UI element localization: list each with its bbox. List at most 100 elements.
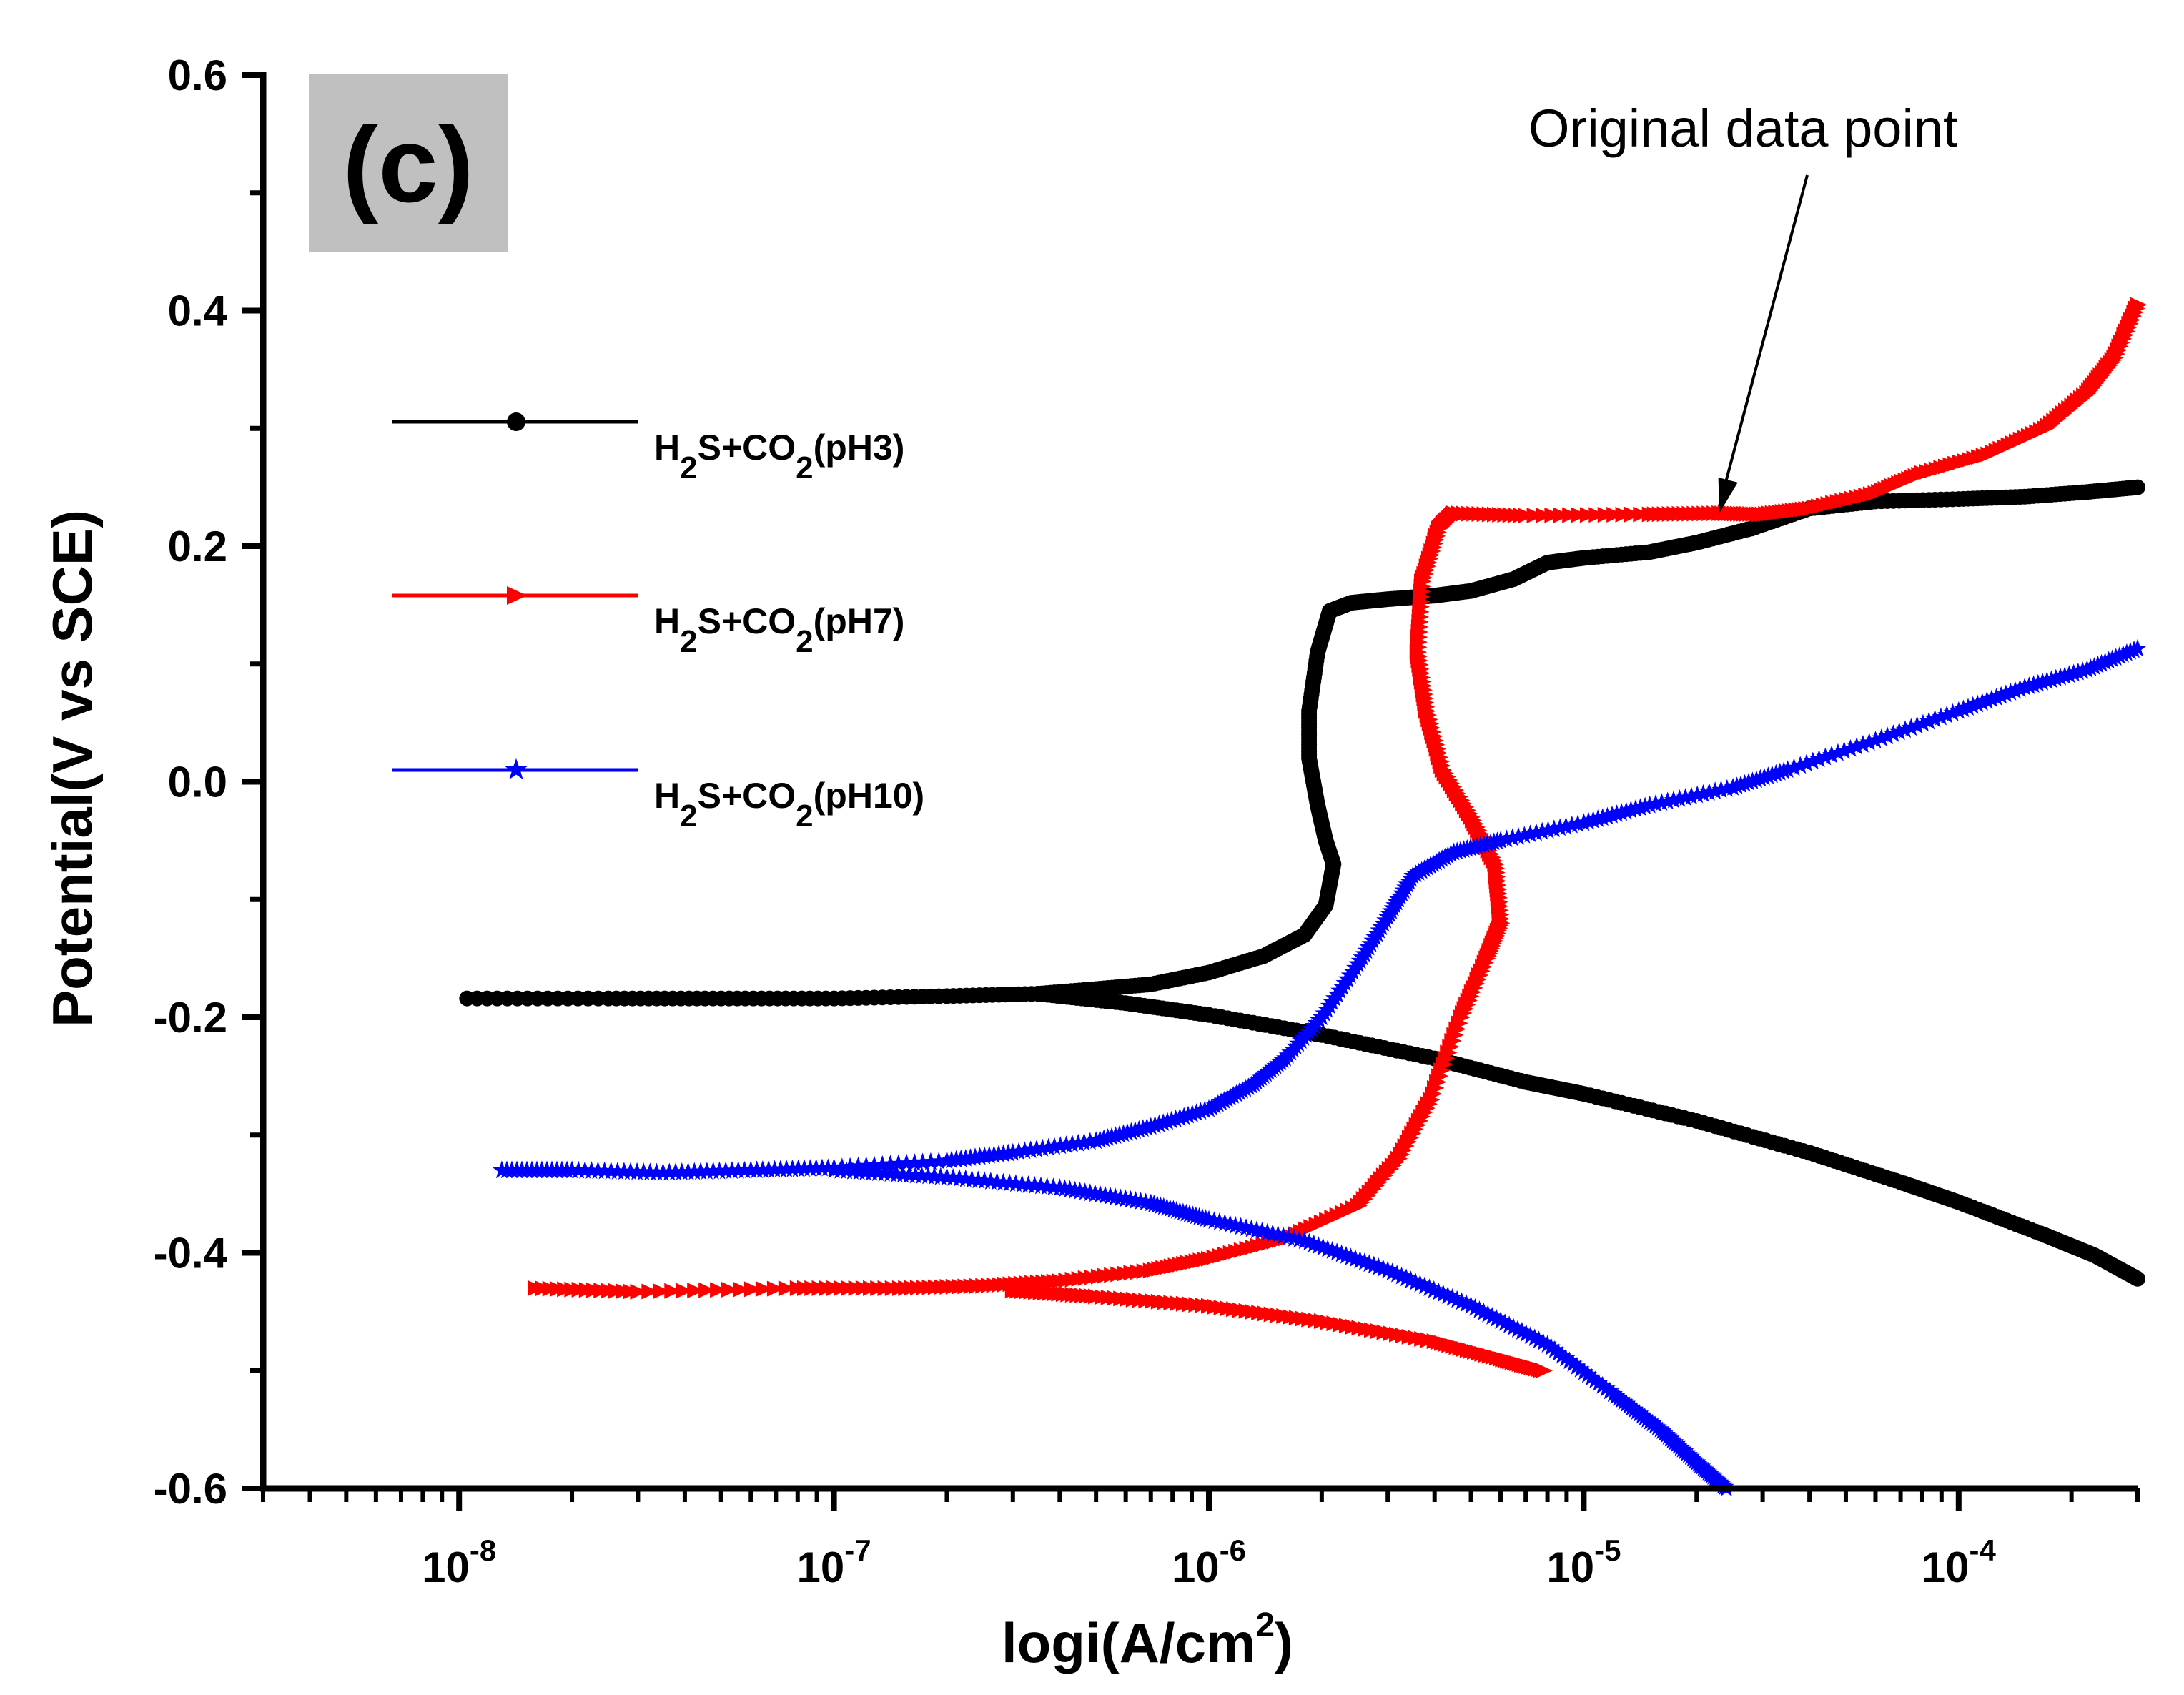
data-point-marker [1996, 684, 2015, 703]
panel-label-text: (c) [342, 104, 473, 224]
x-axis-label-main: logi(A/cm [1002, 1611, 1255, 1674]
legend-label-part: H [654, 776, 680, 816]
x-tick-exponent: -5 [1594, 1533, 1621, 1567]
data-point-marker [1853, 735, 1872, 753]
annotation-arrow-head [1718, 477, 1738, 513]
data-point-marker [2005, 681, 2025, 699]
data-point-marker [1544, 819, 1563, 838]
data-point-marker [653, 1283, 671, 1300]
data-point-marker [1658, 791, 1677, 810]
data-point-marker [873, 1155, 892, 1173]
data-point-marker [2128, 638, 2148, 657]
data-point-marker [1847, 736, 1867, 755]
data-point-marker [1545, 1340, 1564, 1358]
data-point-marker [1954, 699, 1973, 718]
data-point-marker [1633, 506, 1651, 523]
data-point-marker [1593, 1375, 1612, 1394]
y-tick-label: -0.6 [154, 1465, 227, 1513]
data-point-marker [1963, 696, 1982, 714]
data-point-marker [1778, 760, 1797, 779]
data-point-marker [1949, 701, 1968, 719]
legend-marker [505, 758, 528, 780]
data-point-marker [1859, 733, 1879, 751]
data-point-marker [1834, 741, 1854, 759]
data-point-marker [1895, 720, 1915, 738]
data-point-marker [1982, 689, 2001, 708]
data-point-marker [1624, 506, 1642, 523]
data-point-marker [1563, 1354, 1583, 1372]
data-point-marker [1958, 698, 1978, 716]
y-ticks: -0.6 -0.4 -0.2 0.0 0.2 0.4 0.6 [154, 51, 263, 1513]
data-point-marker [1553, 1345, 1572, 1364]
data-point-marker [1574, 1362, 1593, 1380]
legend-marker [507, 586, 528, 605]
data-point-marker [1080, 1132, 1100, 1150]
y-tick-label: 0.6 [168, 51, 227, 99]
data-point-marker [1568, 814, 1588, 833]
data-point-marker [1526, 508, 1544, 524]
data-point-marker [687, 1283, 705, 1299]
data-point-marker [766, 1280, 785, 1297]
data-point-marker [1640, 795, 1659, 814]
data-point-marker [1571, 507, 1588, 523]
data-point-marker [1069, 1133, 1088, 1152]
legend-label-part: (pH7) [814, 601, 905, 641]
data-point-marker [1074, 1132, 1094, 1151]
data-point-marker [1597, 507, 1615, 523]
data-point-marker [1987, 688, 2006, 706]
annotation: Original data point [1528, 99, 1958, 513]
x-tick-base: 10 [1922, 1543, 1970, 1591]
legend-label-part: (pH3) [814, 428, 905, 468]
series-1 [459, 479, 2145, 1287]
data-point-marker [1551, 818, 1570, 836]
data-point-marker [1544, 507, 1562, 523]
data-point-marker [1816, 747, 1835, 766]
data-point-marker [630, 1283, 648, 1300]
x-tick-base: 10 [1172, 1543, 1220, 1591]
data-point-marker [1533, 821, 1552, 840]
data-point-marker [698, 1282, 716, 1298]
y-tick-label: -0.2 [154, 994, 227, 1042]
data-point-marker [1828, 743, 1847, 761]
annotation-text: Original data point [1528, 99, 1958, 158]
data-point-marker [1784, 758, 1804, 776]
panel-label: (c) [309, 74, 508, 252]
data-point-marker [1600, 1381, 1619, 1400]
y-tick-label: 0.2 [168, 523, 227, 570]
data-point-marker [1615, 506, 1633, 523]
data-point-marker [641, 1283, 659, 1300]
legend-label-part: 2 [796, 799, 813, 834]
data-point-marker [733, 1281, 751, 1298]
data-point-marker [864, 1155, 884, 1174]
data-point-marker [1526, 823, 1546, 841]
data-point-marker [1902, 718, 1921, 736]
data-point-marker [1579, 507, 1598, 523]
data-point-marker [1889, 722, 1909, 741]
data-point-marker [2130, 479, 2145, 495]
series-2 [528, 297, 2148, 1379]
data-point-marker [897, 1153, 916, 1172]
data-point-marker [2130, 1270, 2145, 1287]
y-tick-label: 0.4 [168, 287, 228, 335]
data-point-marker [2130, 297, 2148, 313]
legend-marker [507, 412, 525, 431]
data-point-marker [1841, 738, 1860, 757]
data-point-marker [1508, 826, 1528, 845]
data-point-marker [889, 1154, 908, 1172]
data-point-marker [1972, 693, 1992, 711]
data-point-marker [1596, 1378, 1616, 1397]
annotation-arrow-line [1718, 174, 1809, 507]
data-point-marker [1021, 1140, 1040, 1159]
x-ticks: 10-8 10-7 10-6 10-5 10-4 [261, 1488, 2140, 1591]
data-point-marker [1541, 1338, 1561, 1355]
data-point-marker [856, 1156, 876, 1175]
data-point-marker [2001, 683, 2020, 701]
data-point-marker [778, 1280, 796, 1297]
data-point-marker [721, 1282, 739, 1298]
legend-label-part: S+CO [698, 601, 796, 641]
data-point-marker [1803, 751, 1822, 770]
data-point-marker [1706, 781, 1725, 800]
data-point-marker [1717, 779, 1736, 797]
data-point-marker [921, 1152, 940, 1170]
data-point-marker [1578, 1365, 1598, 1383]
